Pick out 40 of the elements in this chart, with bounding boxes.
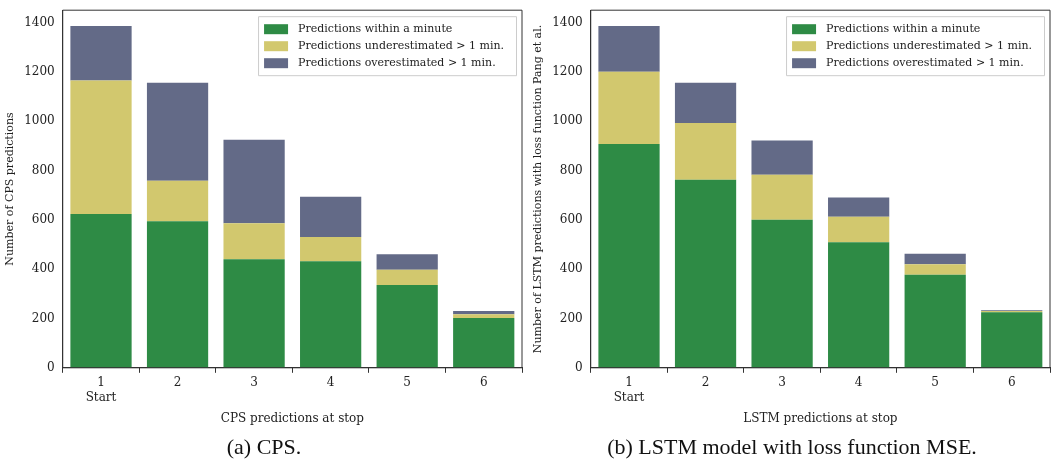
- x-tick-label: 2: [701, 375, 710, 390]
- y-tick-label: 200: [559, 310, 583, 325]
- y-tick-label: 400: [31, 261, 55, 276]
- legend-label: Predictions underestimated > 1 min.: [298, 39, 505, 53]
- y-tick-label: 600: [31, 211, 55, 226]
- y-axis-title: Number of LSTM predictions with loss function Pang et al.: [531, 24, 545, 354]
- x-tick-label: 3: [778, 375, 786, 390]
- x-tick-label: 6: [479, 375, 488, 390]
- x-tick-label: 4: [326, 375, 335, 390]
- y-tick-label: 800: [31, 162, 55, 177]
- legend-label: Predictions within a minute: [826, 22, 981, 36]
- legend-label: Predictions underestimated > 1 min.: [826, 39, 1033, 53]
- x-tick-label: 6: [1007, 375, 1016, 390]
- legend-label: Predictions overestimated > 1 min.: [826, 56, 1024, 70]
- y-axis-title: Number of CPS predictions: [3, 111, 17, 266]
- x-tick-label: 1 Start: [613, 375, 645, 404]
- y-tick-label: 800: [559, 162, 583, 177]
- y-tick-label: 1000: [552, 113, 583, 128]
- x-tick-label: 4: [854, 375, 863, 390]
- y-tick-label: 0: [47, 359, 55, 374]
- y-tick-label: 0: [575, 359, 583, 374]
- y-tick-label: 1200: [24, 63, 55, 78]
- legend-label: Predictions overestimated > 1 min.: [298, 56, 496, 70]
- x-tick-label: 5: [403, 375, 412, 390]
- x-tick-label: 3: [250, 375, 258, 390]
- x-tick-label: 2: [173, 375, 182, 390]
- y-tick-label: 1200: [552, 63, 583, 78]
- x-axis-title: CPS predictions at stop: [220, 410, 365, 425]
- y-tick-label: 200: [31, 310, 55, 325]
- text: (b) LSTM model with loss function MSE.: [606, 434, 978, 460]
- x-tick-label: 5: [931, 375, 940, 390]
- x-tick-label: 1 Start: [85, 375, 117, 404]
- y-tick-label: 400: [559, 261, 583, 276]
- y-tick-label: 1000: [24, 113, 55, 128]
- x-axis-title: LSTM predictions at stop: [743, 410, 898, 425]
- y-tick-label: 600: [559, 211, 583, 226]
- legend-label: Predictions within a minute: [298, 22, 453, 36]
- y-tick-label: 1400: [24, 14, 55, 29]
- y-tick-label: 1400: [552, 14, 583, 29]
- text: (a) CPS.: [225, 434, 303, 460]
